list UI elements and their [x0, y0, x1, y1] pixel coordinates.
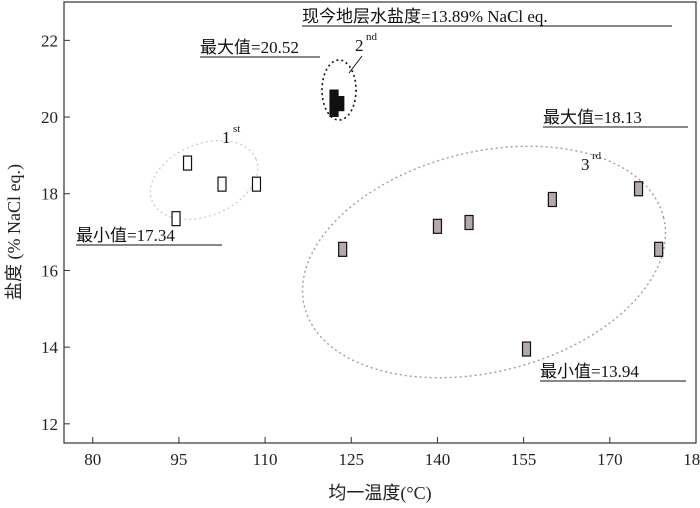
- point-3rd-3: [464, 214, 474, 231]
- x-tick-label-155: 155: [511, 450, 537, 469]
- group-label-3rd-sup: rd: [592, 150, 602, 162]
- x-tick-label-95: 95: [170, 450, 187, 469]
- point-1st-3: [217, 176, 227, 192]
- point-1st-4: [251, 176, 262, 192]
- point-3rd-6: [633, 181, 644, 197]
- x-axis-title: 均一温度(°C): [328, 483, 431, 504]
- y-tick-label-16: 16: [41, 261, 58, 280]
- group-label-2nd-sup: nd: [366, 31, 378, 43]
- ellipse-group-3rd: [301, 145, 667, 379]
- max-value-2nd-label: 最大值=20.52: [200, 38, 299, 57]
- point-3rd-7: [654, 241, 664, 257]
- x-tick-label-185: 185: [683, 450, 700, 469]
- point-3rd-4: [521, 341, 532, 357]
- point-3rd-2: [432, 218, 443, 234]
- min-value-3rd-label: 最小值=13.94: [540, 362, 639, 381]
- min-value-1st-label: 最小值=17.34: [76, 226, 175, 245]
- x-tick-label-140: 140: [425, 450, 451, 469]
- point-2nd-3: [335, 96, 345, 112]
- ellipse-group-1st: [149, 139, 259, 221]
- x-tick-label-80: 80: [84, 450, 101, 469]
- axes: 8095110125140155170185121416182022: [41, 1, 700, 469]
- data-points: [171, 89, 664, 357]
- group-label-1st-sup: st: [233, 123, 240, 135]
- y-tick-label-18: 18: [41, 185, 58, 204]
- point-1st-1: [171, 211, 181, 227]
- x-tick-label-170: 170: [597, 450, 623, 469]
- point-1st-2: [182, 155, 193, 171]
- group-ellipses: [149, 59, 667, 379]
- label-2nd-leader-line: [348, 55, 363, 74]
- present-water-salinity-label: 现今地层水盐度=13.89% NaCl eq.: [302, 7, 548, 26]
- y-tick-label-14: 14: [41, 338, 59, 357]
- ellipse-group-2nd: [321, 59, 357, 121]
- y-tick-label-12: 12: [41, 415, 58, 434]
- point-3rd-1: [338, 241, 348, 257]
- y-axis-title: 盐度 (% NaCl eq.): [4, 164, 25, 300]
- group-label-1st: 1: [222, 128, 231, 147]
- annotations: 现今地层水盐度=13.89% NaCl eq.最大值=20.52 最小值=17.3…: [76, 7, 688, 382]
- x-tick-label-110: 110: [253, 450, 278, 469]
- plot-frame: [63, 1, 697, 444]
- x-tick-label-125: 125: [339, 450, 365, 469]
- group-label-3rd: 3: [581, 155, 590, 174]
- y-tick-label-22: 22: [41, 31, 58, 50]
- point-3rd-5: [547, 191, 557, 208]
- max-value-3rd-label: 最大值=18.13: [543, 108, 642, 127]
- group-label-2nd: 2: [355, 36, 364, 55]
- y-tick-label-20: 20: [41, 108, 58, 127]
